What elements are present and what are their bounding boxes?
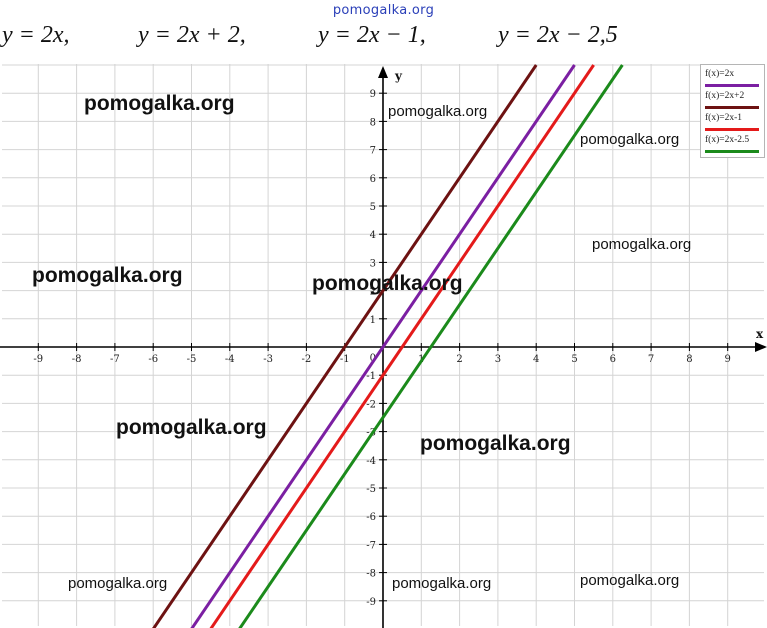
- tick-labels: xy-9-8-7-6-5-4-3-2-1123456789987654321-1…: [33, 69, 764, 608]
- legend: f(x)=2x f(x)=2x+2 f(x)=2x-1 f(x)=2x-2.5: [700, 64, 765, 158]
- watermark: pomogalka.org: [420, 432, 571, 455]
- y-tick-label: -8: [366, 569, 376, 580]
- x-axis-label: x: [756, 327, 764, 341]
- x-tick-label: 2: [456, 354, 462, 365]
- x-tick-label: -3: [263, 354, 273, 365]
- watermark: pomogalka.org: [580, 131, 680, 148]
- y-tick-label: 3: [370, 258, 376, 269]
- x-tick-label: 6: [610, 354, 616, 365]
- x-tick-label: -1: [340, 354, 350, 365]
- y-axis-arrow: [378, 66, 388, 78]
- legend-item: f(x)=2x: [705, 69, 761, 91]
- y-tick-label: 7: [370, 146, 376, 157]
- x-tick-label: 3: [495, 354, 501, 365]
- x-tick-label: -9: [33, 354, 43, 365]
- y-tick-label: -4: [366, 456, 376, 467]
- x-tick-label: -5: [187, 354, 197, 365]
- legend-item: f(x)=2x+2: [705, 91, 761, 113]
- legend-label: f(x)=2x-2.5: [705, 135, 750, 145]
- x-axis-arrow: [755, 342, 767, 352]
- formula-2: y = 2x + 2,: [138, 22, 246, 48]
- legend-swatch: [705, 84, 759, 87]
- watermark: pomogalka.org: [312, 272, 463, 295]
- x-tick-label: -7: [110, 354, 120, 365]
- watermark: pomogalka.org: [388, 103, 488, 120]
- x-tick-label: -2: [302, 354, 312, 365]
- y-tick-label: -1: [366, 371, 376, 382]
- watermark: pomogalka.org: [116, 416, 267, 439]
- series-line-4: [238, 64, 624, 628]
- series-line-3: [209, 64, 595, 628]
- x-tick-label: -4: [225, 354, 235, 365]
- origin-label: 0: [370, 353, 376, 364]
- watermark: pomogalka.org: [392, 575, 492, 592]
- y-tick-label: 4: [370, 230, 376, 241]
- legend-swatch: [705, 150, 759, 153]
- y-tick-label: 2: [370, 287, 376, 298]
- y-tick-label: 8: [370, 117, 376, 128]
- grid: [2, 64, 764, 626]
- x-tick-label: 4: [533, 354, 539, 365]
- y-tick-label: -2: [366, 399, 376, 410]
- formula-row: y = 2x, y = 2x + 2, y = 2x − 1, y = 2x −…: [0, 20, 767, 60]
- y-tick-label: -7: [366, 540, 376, 551]
- site-header-link[interactable]: pomogalka.org: [332, 3, 435, 18]
- legend-item: f(x)=2x-1: [705, 113, 761, 135]
- y-tick-label: 6: [370, 174, 376, 185]
- y-tick-label: -5: [366, 484, 376, 495]
- formula-4: y = 2x − 2,5: [498, 22, 618, 48]
- legend-label: f(x)=2x: [705, 69, 735, 79]
- legend-swatch: [705, 106, 759, 109]
- x-tick-label: -8: [72, 354, 82, 365]
- series-lines: [152, 64, 624, 628]
- y-tick-label: 9: [370, 89, 376, 100]
- x-tick-label: 9: [725, 354, 731, 365]
- watermark: pomogalka.org: [32, 264, 183, 287]
- legend-label: f(x)=2x+2: [705, 91, 745, 101]
- watermark: pomogalka.org: [68, 575, 168, 592]
- x-tick-label: -6: [148, 354, 158, 365]
- y-tick-label: 1: [370, 315, 376, 326]
- y-tick-label: -6: [366, 512, 376, 523]
- axes: [0, 66, 767, 628]
- watermark: pomogalka.org: [580, 572, 680, 589]
- watermark: pomogalka.org: [84, 92, 235, 115]
- y-axis-label: y: [394, 69, 403, 83]
- legend-swatch: [705, 128, 759, 131]
- series-line-2: [152, 64, 538, 628]
- legend-item: f(x)=2x-2.5: [705, 135, 761, 157]
- x-tick-label: 7: [648, 354, 654, 365]
- y-tick-label: 5: [370, 202, 376, 213]
- formula-3: y = 2x − 1,: [318, 22, 426, 48]
- legend-label: f(x)=2x-1: [705, 113, 743, 123]
- x-tick-label: 8: [686, 354, 692, 365]
- x-tick-label: 5: [571, 354, 577, 365]
- y-tick-label: -9: [366, 597, 376, 608]
- watermark: pomogalka.org: [592, 236, 692, 253]
- series-line-1: [190, 64, 576, 628]
- formula-1: y = 2x,: [2, 22, 70, 48]
